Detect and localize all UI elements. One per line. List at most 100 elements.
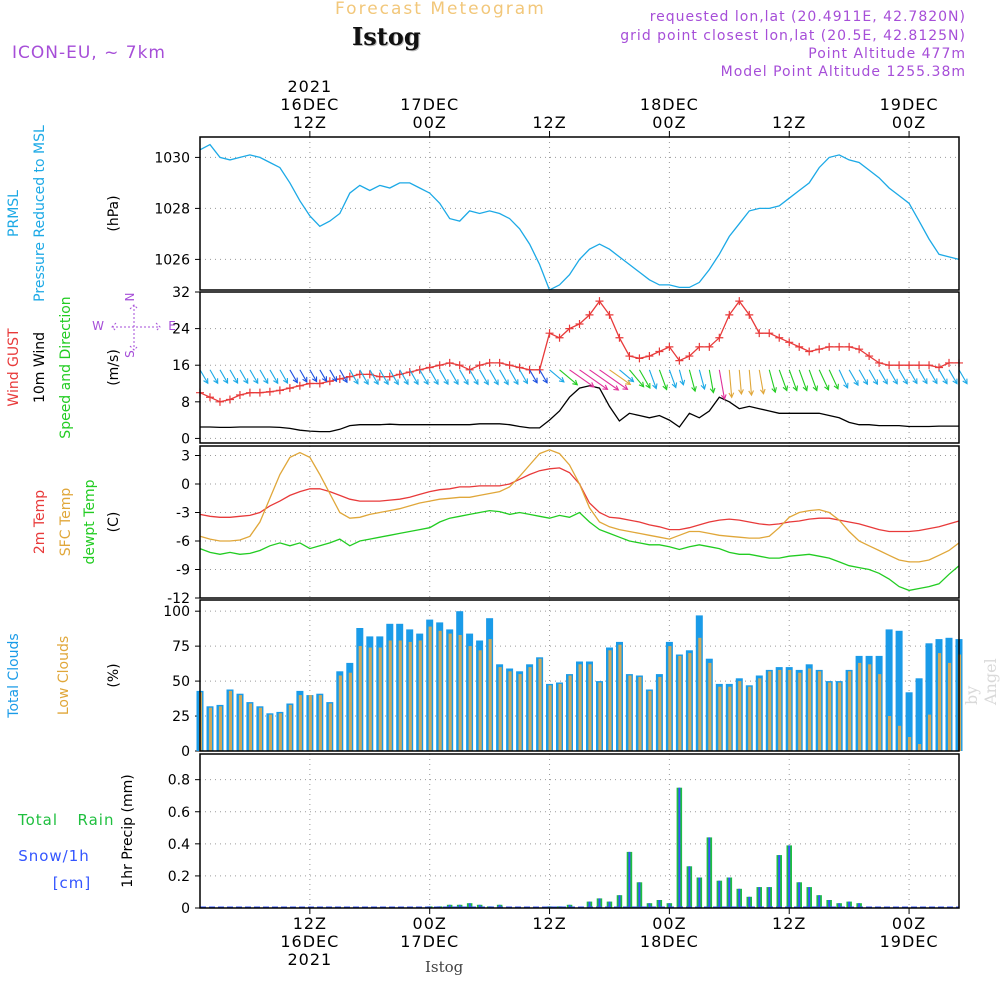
wind-ytick-label: 32 bbox=[172, 285, 190, 301]
wind-arrow-shaft bbox=[489, 369, 499, 385]
gust-marker bbox=[555, 333, 564, 342]
wind-arrow-head bbox=[572, 379, 579, 386]
wind-arrow-shaft bbox=[569, 369, 595, 388]
temperature-series-line bbox=[199, 509, 960, 592]
compass-n: N bbox=[123, 293, 137, 302]
footer-location: Istog bbox=[425, 958, 464, 976]
clouds-bar bbox=[218, 706, 222, 751]
wind-arrow-head bbox=[892, 378, 898, 385]
wind-arrow-shaft bbox=[619, 369, 634, 383]
wind-arrow-head bbox=[952, 378, 958, 385]
clouds-bar bbox=[678, 655, 682, 751]
wind-arrow-shaft bbox=[219, 369, 229, 384]
bottom-time-label: 16DEC bbox=[280, 932, 339, 951]
clouds-bar bbox=[518, 674, 522, 751]
precip-ytick-label: 0.6 bbox=[168, 805, 190, 821]
wind-arrow-head bbox=[628, 376, 635, 383]
gust-marker bbox=[485, 358, 494, 367]
wind-arrow-head bbox=[833, 383, 839, 390]
wind-arrow-shaft bbox=[279, 369, 288, 384]
gust-marker bbox=[795, 342, 804, 351]
wind-arrow-shaft bbox=[678, 369, 684, 385]
precip-bar bbox=[638, 882, 641, 908]
clouds-bar bbox=[228, 690, 232, 751]
top-time-label: 00Z bbox=[892, 113, 926, 132]
bottom-time-label: 00Z bbox=[892, 914, 926, 933]
wind-arrow-shaft bbox=[469, 369, 479, 385]
wind-arrow-head bbox=[843, 382, 849, 389]
wind-arrow-shaft bbox=[808, 369, 818, 391]
wind-series-label: Speed and Direction bbox=[58, 296, 74, 438]
bottom-time-label: 00Z bbox=[652, 914, 686, 933]
gust-marker bbox=[205, 393, 214, 402]
wind-arrow-head bbox=[203, 378, 209, 385]
clouds-bar bbox=[508, 671, 512, 751]
wind-arrow-head bbox=[709, 387, 716, 394]
wind-arrow-head bbox=[613, 385, 620, 391]
clouds-bar bbox=[698, 637, 702, 752]
precip-label-snow: Snow/1h bbox=[18, 847, 90, 865]
wind-arrow-head bbox=[393, 379, 399, 386]
wind-arrow-shaft bbox=[269, 369, 279, 384]
precip-bar bbox=[708, 837, 711, 908]
top-time-label: 16DEC bbox=[280, 95, 339, 114]
wind-arrow-head bbox=[942, 378, 948, 385]
model-label: ICON-EU, ~ 7km bbox=[12, 43, 166, 63]
gust-marker bbox=[945, 358, 954, 367]
gust-marker bbox=[385, 372, 394, 381]
gust-marker bbox=[705, 342, 714, 351]
pressure-ytick-label: 1028 bbox=[154, 201, 190, 217]
clouds-bar bbox=[688, 653, 692, 751]
precip-bar bbox=[678, 787, 681, 908]
precip-bar bbox=[648, 903, 651, 908]
wind-arrow-head bbox=[728, 392, 735, 399]
clouds-bar bbox=[818, 671, 822, 751]
pressure-series-line bbox=[199, 143, 960, 291]
top-time-label: 00Z bbox=[652, 113, 686, 132]
clouds-bar bbox=[618, 644, 622, 751]
clouds-bar bbox=[568, 675, 572, 751]
wind-arrow-head bbox=[312, 376, 318, 383]
compass-e: E bbox=[168, 319, 176, 333]
gust-marker bbox=[405, 368, 414, 377]
wind-arrow-head bbox=[771, 387, 777, 394]
wind-arrow-head bbox=[493, 379, 499, 386]
wind-arrow-shaft bbox=[648, 369, 657, 389]
wind-arrow-head bbox=[373, 379, 379, 386]
compass-s: S bbox=[123, 350, 137, 358]
gust-marker bbox=[605, 310, 614, 319]
wind-arrow-shaft bbox=[708, 369, 714, 393]
pressure-series-label: PRMSL bbox=[6, 190, 22, 237]
wind-arrow-head bbox=[872, 379, 878, 386]
clouds-bar bbox=[578, 664, 582, 751]
gust-marker bbox=[615, 333, 624, 342]
bottom-time-label: 12Z bbox=[293, 914, 327, 933]
compass-icon bbox=[111, 304, 161, 351]
bottom-time-label: 19DEC bbox=[880, 932, 939, 951]
wind-arrow-head bbox=[588, 382, 595, 388]
precip-bar bbox=[758, 887, 761, 908]
wind-arrow-head bbox=[782, 385, 789, 392]
clouds-bar bbox=[858, 662, 862, 751]
precip-bar bbox=[498, 904, 501, 908]
precip-frame bbox=[199, 753, 960, 909]
wind-arrow-shaft bbox=[898, 369, 908, 385]
wind-arrow-shaft bbox=[409, 369, 419, 385]
precip-bar bbox=[668, 903, 671, 908]
clouds-bar bbox=[868, 664, 872, 751]
clouds-bar bbox=[588, 664, 592, 751]
wind-arrow-shaft bbox=[419, 369, 429, 385]
wind-arrow-shaft bbox=[848, 369, 859, 386]
top-time-label: 12Z bbox=[293, 113, 327, 132]
wind-arrow-shaft bbox=[239, 369, 249, 384]
clouds-bar bbox=[758, 678, 762, 751]
clouds-bar bbox=[848, 671, 852, 751]
clouds-bar bbox=[878, 674, 882, 751]
location-title: Istog bbox=[352, 22, 421, 51]
temperature-series-label: SFC Temp bbox=[58, 488, 74, 557]
wind-arrow-shaft bbox=[539, 369, 548, 384]
wind-arrow-head bbox=[922, 378, 928, 385]
precip-bar bbox=[808, 887, 811, 908]
wind-series-label: Wind GUST bbox=[6, 328, 22, 407]
